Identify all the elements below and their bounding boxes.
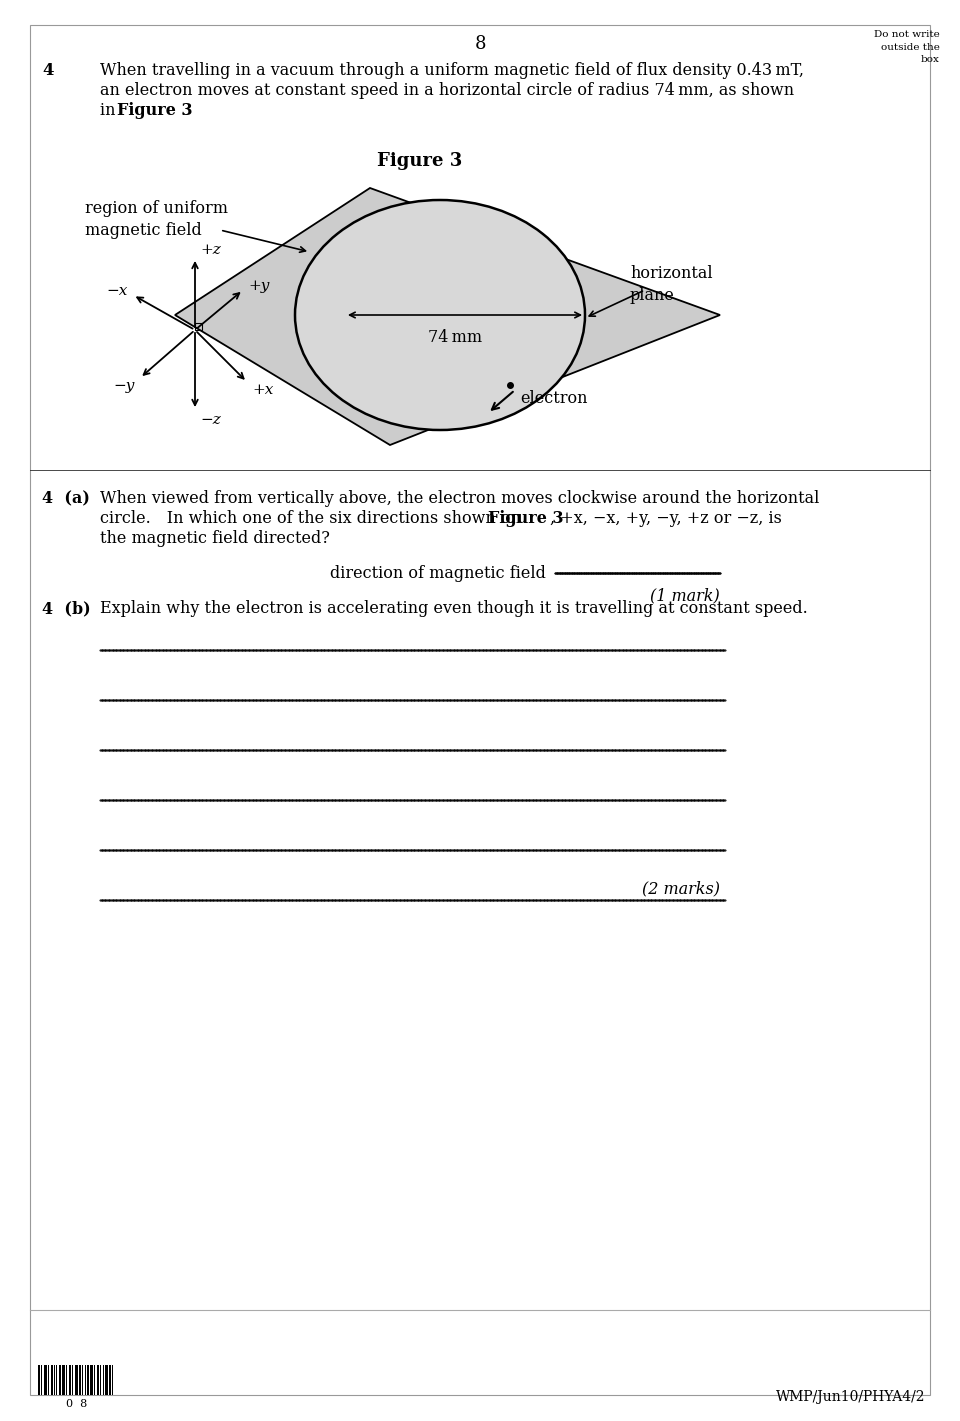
Text: Figure 3: Figure 3: [117, 102, 193, 119]
Text: +y: +y: [248, 279, 270, 293]
Text: an electron moves at constant speed in a horizontal circle of radius 74 mm, as s: an electron moves at constant speed in a…: [100, 82, 794, 99]
Text: 74 mm: 74 mm: [428, 330, 482, 345]
Bar: [100, 1366, 101, 1395]
Bar: [97, 1366, 99, 1395]
Bar: [41, 1366, 42, 1395]
Bar: [87, 1366, 89, 1395]
Text: 4  (a): 4 (a): [42, 490, 90, 507]
Text: When viewed from vertically above, the electron moves clockwise around the horiz: When viewed from vertically above, the e…: [100, 490, 820, 507]
Text: horizontal
plane: horizontal plane: [630, 264, 712, 304]
Bar: [79, 1366, 81, 1395]
Bar: [69, 1366, 71, 1395]
Text: .: .: [180, 102, 185, 119]
Text: direction of magnetic field: direction of magnetic field: [330, 566, 546, 583]
Bar: [103, 1366, 104, 1395]
Text: 8: 8: [474, 36, 486, 53]
Text: 4: 4: [42, 63, 54, 80]
Bar: [109, 1366, 111, 1395]
Text: 0  8: 0 8: [66, 1400, 87, 1410]
Bar: [75, 1366, 78, 1395]
Bar: [72, 1366, 73, 1395]
Text: in: in: [100, 102, 121, 119]
Bar: [66, 1366, 67, 1395]
Text: +x: +x: [252, 384, 274, 396]
Bar: [44, 1366, 47, 1395]
Bar: [48, 1366, 49, 1395]
Text: region of uniform
magnetic field: region of uniform magnetic field: [85, 200, 228, 239]
Text: 4  (b): 4 (b): [42, 600, 90, 617]
Text: Explain why the electron is accelerating even though it is travelling at constan: Explain why the electron is accelerating…: [100, 600, 807, 617]
FancyBboxPatch shape: [30, 26, 930, 1395]
Text: (1 mark): (1 mark): [650, 587, 720, 604]
Text: +z: +z: [200, 243, 221, 257]
Polygon shape: [175, 188, 720, 445]
Bar: [56, 1366, 57, 1395]
Text: the magnetic field directed?: the magnetic field directed?: [100, 530, 330, 547]
Bar: [94, 1366, 95, 1395]
Bar: [105, 1366, 108, 1395]
Bar: [62, 1366, 65, 1395]
Text: Do not write
outside the
box: Do not write outside the box: [875, 30, 940, 64]
Text: WMP/Jun10/PHYA4/2: WMP/Jun10/PHYA4/2: [776, 1390, 925, 1404]
Bar: [51, 1366, 53, 1395]
Text: electron: electron: [520, 389, 588, 406]
Text: −z: −z: [200, 414, 221, 426]
Bar: [59, 1366, 61, 1395]
Ellipse shape: [295, 200, 585, 431]
Text: (2 marks): (2 marks): [642, 880, 720, 897]
Bar: [112, 1366, 113, 1395]
Bar: [90, 1366, 93, 1395]
Text: Figure 3: Figure 3: [377, 152, 463, 171]
Text: Figure 3: Figure 3: [488, 510, 564, 527]
Text: −x: −x: [107, 284, 128, 298]
Bar: [82, 1366, 83, 1395]
Text: circle.  In which one of the six directions shown on: circle. In which one of the six directio…: [100, 510, 526, 527]
Bar: [85, 1366, 86, 1395]
Text: When travelling in a vacuum through a uniform magnetic field of flux density 0.4: When travelling in a vacuum through a un…: [100, 63, 804, 80]
Text: −y: −y: [113, 379, 135, 394]
Bar: [54, 1366, 55, 1395]
Text: , +x, −x, +y, −y, +z or −z, is: , +x, −x, +y, −y, +z or −z, is: [550, 510, 781, 527]
Bar: [38, 1366, 40, 1395]
